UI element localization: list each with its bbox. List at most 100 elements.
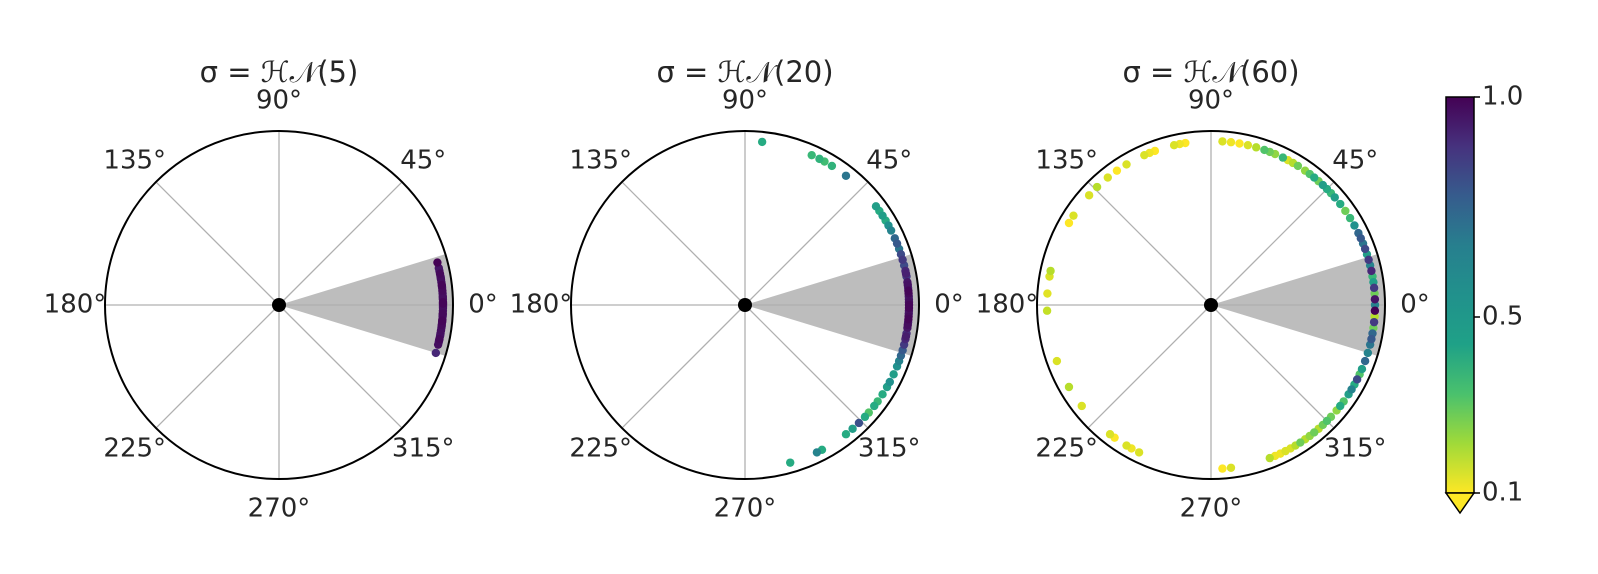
theta-tick-label: 315° — [858, 434, 921, 464]
scatter-point — [757, 137, 767, 147]
scatter-point — [1260, 145, 1269, 155]
theta-tick-label: 0° — [468, 290, 498, 320]
theta-tick-label: 315° — [392, 434, 455, 464]
scatter-point — [871, 202, 881, 211]
scatter-point — [1134, 448, 1144, 457]
scatter-point — [889, 370, 898, 379]
theta-tick-label: 45° — [400, 145, 446, 175]
theta-tick-label: 180° — [510, 290, 573, 320]
center-marker — [1204, 298, 1218, 312]
scatter-point — [901, 332, 911, 341]
scatter-point — [892, 239, 902, 248]
scatter-point — [1363, 348, 1373, 358]
scatter-point — [1367, 266, 1376, 276]
scatter-point — [1318, 180, 1328, 190]
scatter-point — [1064, 382, 1074, 392]
scatter-point — [1367, 334, 1376, 344]
center-marker — [738, 298, 752, 312]
theta-tick-label: 135° — [1035, 145, 1098, 175]
scatter-point — [1140, 150, 1149, 160]
scatter-point — [860, 412, 870, 422]
scatter-point — [1281, 446, 1290, 456]
scatter-point — [438, 309, 447, 318]
scatter-point — [431, 348, 441, 358]
scatter-point — [433, 258, 442, 267]
scatter-point — [1341, 206, 1350, 216]
theta-tick-label: 90° — [1188, 86, 1234, 116]
panel-title: σ = ℋ𝒩(20) — [656, 55, 833, 89]
scatter-point — [1064, 218, 1074, 228]
scatter-point — [1356, 234, 1366, 243]
grid-line — [155, 181, 280, 306]
grid-line — [1087, 181, 1212, 306]
polar-frame — [104, 130, 454, 480]
scatter-point — [1077, 401, 1086, 411]
scatter-point — [1360, 356, 1370, 366]
scatter-point — [438, 316, 447, 325]
scatter-point — [1226, 138, 1236, 147]
grid-line — [278, 304, 403, 429]
scatter-point — [1360, 244, 1370, 254]
theta-tick-label: 270° — [1180, 494, 1243, 524]
scatter-point — [1336, 401, 1345, 411]
polar-panel-1: 0° 45° 90° 135° 180° 225° 270° 315° σ = ℋ𝒩(5) — [44, 55, 498, 524]
scatter-point — [1252, 143, 1261, 152]
theta-tick-label: 270° — [248, 494, 311, 524]
scatter-point — [885, 377, 895, 387]
scatter-point — [878, 390, 887, 399]
scatter-point — [786, 458, 795, 467]
scatter-point — [1347, 385, 1356, 394]
scatter-point — [1293, 161, 1303, 171]
theta-tick-label: 90° — [722, 86, 768, 116]
colorbar: 1.0 0.5 0.1 — [1444, 82, 1523, 515]
theta-tick-label: 0° — [1400, 290, 1430, 320]
theta-tick-label: 45° — [866, 145, 912, 175]
scatter-point — [812, 448, 822, 457]
grid-line — [744, 181, 869, 306]
polar-panel-3: 0° 45° 90° 135° 180° 225° 270° 315° σ = ℋ𝒩(60) — [976, 55, 1430, 524]
theta-tick-label: 180° — [44, 290, 107, 320]
theta-tick-label: 135° — [569, 145, 632, 175]
colorbar-bar — [1445, 96, 1475, 494]
polar-frame — [570, 130, 920, 480]
scatter-point — [438, 299, 448, 308]
scatter-point — [1122, 441, 1131, 450]
panel-title: σ = ℋ𝒩(60) — [1122, 55, 1299, 89]
scatter-point — [1226, 463, 1236, 472]
theta-tick-label: 225° — [103, 434, 166, 464]
scatter-point — [1112, 166, 1122, 175]
scatter-point — [1046, 266, 1055, 276]
theta-tick-label: 90° — [256, 86, 302, 116]
colorbar-tick-label: 1.0 — [1482, 82, 1523, 112]
scatter-point — [1345, 213, 1355, 223]
grid-line — [744, 304, 869, 429]
scatter-point — [1243, 141, 1253, 150]
theta-tick-label: 0° — [934, 290, 964, 320]
grid-line — [621, 181, 746, 306]
theta-tick-label: 45° — [1332, 145, 1378, 175]
polar-frame — [1036, 130, 1386, 480]
scatter-point — [1069, 211, 1078, 220]
scatter-point — [841, 430, 851, 439]
scatter-point — [1218, 137, 1227, 146]
scatter-point — [1043, 289, 1052, 298]
theta-tick-label: 225° — [569, 434, 632, 464]
scatter-point — [870, 401, 879, 411]
grid-line — [1210, 304, 1335, 429]
scatter-point — [901, 269, 911, 278]
theta-tick-label: 225° — [1035, 434, 1098, 464]
scatter-point — [815, 154, 824, 164]
scatter-point — [1296, 438, 1305, 447]
grid-line — [1210, 181, 1335, 306]
scatter-point — [1322, 416, 1332, 426]
scatter-point — [848, 424, 857, 433]
grid-line — [621, 304, 746, 429]
scatter-point — [841, 171, 851, 180]
scatter-point — [807, 150, 816, 160]
center-marker — [272, 298, 286, 312]
scatter-point — [827, 161, 837, 171]
scatter-point — [854, 418, 864, 428]
scatter-point — [435, 269, 445, 278]
colorbar-tick-label: 0.1 — [1482, 478, 1523, 508]
